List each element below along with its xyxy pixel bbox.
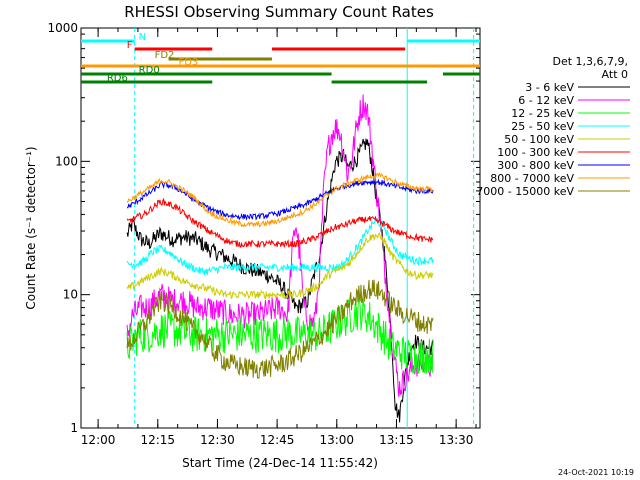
x-axis-label: Start Time (24-Dec-14 11:55:42) <box>182 456 378 470</box>
legend-label: 800 - 7000 keV <box>490 172 574 185</box>
series-line-3 <box>126 296 434 375</box>
flag-label-n: N <box>139 32 146 43</box>
legend-label: 300 - 800 keV <box>497 159 574 172</box>
x-tick-label: 13:15 <box>379 433 414 447</box>
flag-label-fd2: FD2 <box>155 50 175 61</box>
series-line-4 <box>126 216 434 276</box>
series-line-8 <box>126 171 434 228</box>
x-tick-label: 13:30 <box>439 433 474 447</box>
legend-header-line-1: Det 1,3,6,7,9, <box>552 55 628 68</box>
footer-timestamp: 24-Oct-2021 10:19 <box>558 468 634 477</box>
series-line-7 <box>126 178 434 221</box>
legend-label: 3 - 6 keV <box>525 81 574 94</box>
y-tick-label: 100 <box>55 154 78 168</box>
flag-label-rd0: RD0 <box>139 65 160 76</box>
y-tick-label: 1 <box>70 421 78 435</box>
series-line-5 <box>126 232 434 300</box>
series-line-1 <box>126 138 434 423</box>
legend-label: 12 - 25 keV <box>511 107 574 120</box>
series-line-6 <box>126 197 434 249</box>
series-line-9 <box>126 279 434 379</box>
x-tick-label: 12:00 <box>81 433 116 447</box>
y-tick-label: 10 <box>63 288 78 302</box>
flag-label-rd6: RD6 <box>107 73 128 84</box>
x-tick-label: 12:45 <box>260 433 295 447</box>
legend-header-line-2: Att 0 <box>602 68 628 81</box>
flag-label-fd3: FD3 <box>178 57 198 68</box>
legend-label: 6 - 12 keV <box>518 94 574 107</box>
plot-area <box>80 27 481 429</box>
y-tick-label: 1000 <box>47 21 78 35</box>
legend-label: 100 - 300 keV <box>497 146 574 159</box>
chart-title: RHESSI Observing Summary Count Rates <box>124 3 434 21</box>
legend-label: 50 - 100 keV <box>504 133 574 146</box>
x-tick-label: 12:30 <box>200 433 235 447</box>
x-tick-label: 12:15 <box>140 433 175 447</box>
y-axis-label: Count Rate (s⁻¹ detector⁻¹) <box>24 146 38 309</box>
flag-label-f: F <box>127 40 133 51</box>
x-tick-label: 13:00 <box>319 433 354 447</box>
legend-label: 25 - 50 keV <box>511 120 574 133</box>
legend-label: 7000 - 15000 keV <box>476 185 574 198</box>
plot-frame <box>80 27 481 429</box>
